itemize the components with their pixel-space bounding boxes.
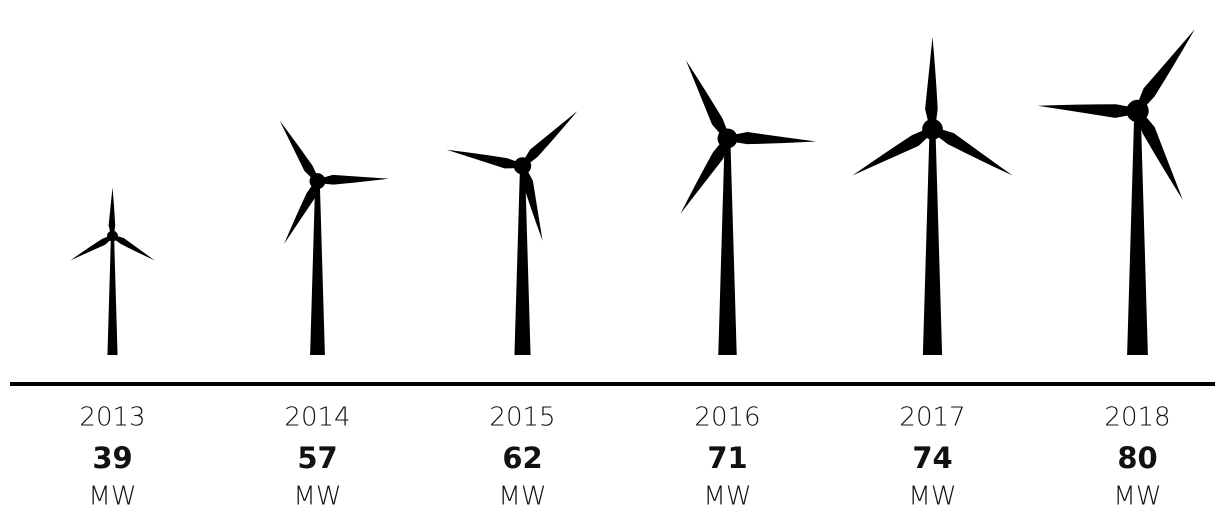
blade xyxy=(109,187,116,236)
category-label: 2017 xyxy=(899,403,965,433)
hub xyxy=(718,129,738,149)
turbine xyxy=(1037,24,1199,355)
tower xyxy=(1127,111,1148,355)
turbine xyxy=(850,37,1017,355)
hub xyxy=(1126,100,1148,122)
tower xyxy=(107,236,117,355)
value-label: 62 xyxy=(502,441,542,475)
blade xyxy=(317,173,389,185)
turbine xyxy=(69,187,157,355)
turbine xyxy=(676,58,816,355)
unit-label: MW xyxy=(908,482,956,509)
unit-label: MW xyxy=(88,482,136,509)
turbine xyxy=(445,107,580,355)
hub xyxy=(514,157,531,174)
turbine xyxy=(275,119,389,355)
unit-label: MW xyxy=(293,482,341,509)
blade xyxy=(930,123,1016,180)
category-label: 2014 xyxy=(284,403,350,433)
category-label: 2016 xyxy=(694,403,760,433)
blade xyxy=(445,146,523,172)
blade xyxy=(925,37,938,130)
value-label: 39 xyxy=(92,441,132,475)
value-label: 71 xyxy=(707,441,747,475)
value-label: 57 xyxy=(297,441,337,475)
hub xyxy=(107,231,118,242)
hub xyxy=(922,119,943,140)
value-label: 80 xyxy=(1117,441,1157,475)
tower xyxy=(923,129,942,355)
unit-label: MW xyxy=(703,482,751,509)
value-label: 74 xyxy=(912,441,952,475)
category-label: 2013 xyxy=(79,403,145,433)
blade xyxy=(1037,100,1138,119)
hub xyxy=(310,173,326,189)
tower xyxy=(718,138,736,355)
unit-label: MW xyxy=(1113,482,1161,509)
blade xyxy=(111,233,157,263)
chart: 2013 39 MW 2014 57 MW 2015 62 MW 2016 71 MW 2017 74 MW… xyxy=(0,0,1215,509)
tower xyxy=(310,181,325,355)
unit-label: MW xyxy=(498,482,546,509)
category-label: 2015 xyxy=(489,403,555,433)
category-label: 2018 xyxy=(1104,403,1170,433)
blade xyxy=(727,131,816,146)
